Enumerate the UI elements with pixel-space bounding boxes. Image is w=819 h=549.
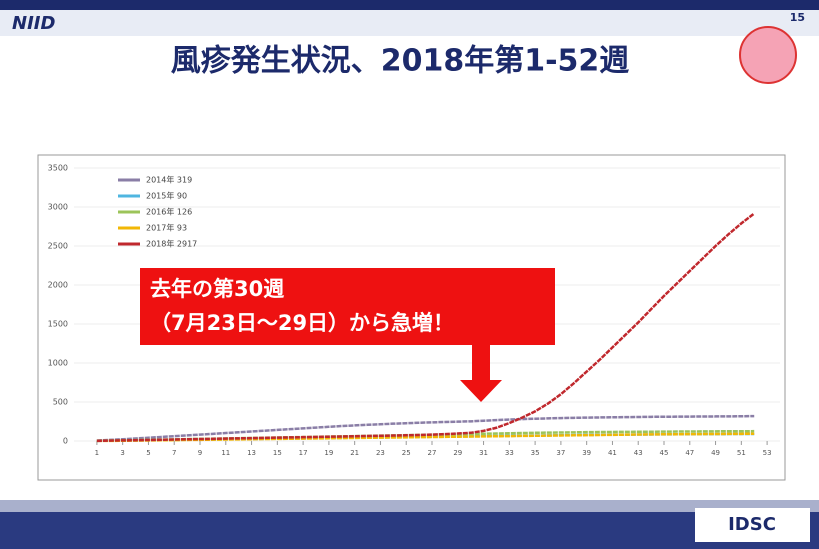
y-tick-label: 500 [53,398,68,407]
x-tick-label: 37 [556,449,565,457]
x-tick-label: 43 [634,449,643,457]
x-tick-label: 25 [402,449,411,457]
top-bar [0,0,819,10]
x-tick-label: 29 [453,449,462,457]
slide-title: 風疹発生状況、2018年第1-52週 [171,44,630,79]
x-tick-label: 5 [146,449,150,457]
x-tick-label: 13 [247,449,256,457]
x-tick-label: 47 [685,449,694,457]
legend-label: 2014年 319 [146,175,192,185]
header-band [0,10,819,36]
logo: NIID [12,13,55,34]
x-tick-label: 33 [505,449,514,457]
x-tick-label: 31 [479,449,488,457]
page-number: 15 [790,11,805,24]
x-tick-label: 17 [299,449,308,457]
x-tick-label: 53 [763,449,772,457]
slide-canvas: NIID 15 風疹発生状況、2018年第1-52週 IDSC 05001000… [0,0,819,549]
x-tick-label: 21 [350,449,359,457]
x-tick-label: 7 [172,449,176,457]
x-tick-label: 11 [221,449,230,457]
y-tick-label: 3500 [48,164,68,173]
x-tick-label: 15 [273,449,282,457]
y-tick-label: 1000 [48,359,68,368]
legend-label: 2016年 126 [146,207,192,217]
x-tick-label: 45 [660,449,669,457]
x-tick-label: 35 [531,449,540,457]
y-tick-label: 0 [63,437,68,446]
legend-label: 2018年 2917 [146,239,197,249]
x-tick-label: 19 [324,449,333,457]
x-tick-label: 3 [120,449,124,457]
footer-logo: IDSC [728,514,776,535]
y-tick-label: 2000 [48,281,68,290]
x-tick-label: 23 [376,449,385,457]
callout-line: 去年の第30週 [150,277,284,301]
x-tick-label: 49 [711,449,720,457]
y-tick-label: 2500 [48,242,68,251]
legend-label: 2017年 93 [146,223,187,233]
x-tick-label: 51 [737,449,746,457]
mascot [740,27,796,83]
x-tick-label: 39 [582,449,591,457]
x-tick-label: 9 [198,449,202,457]
legend-label: 2015年 90 [146,191,187,201]
y-tick-label: 1500 [48,320,68,329]
x-tick-label: 1 [95,449,99,457]
slide: NIID 15 風疹発生状況、2018年第1-52週 IDSC 05001000… [0,0,819,549]
callout-line: （7月23日～29日）から急増！ [150,311,454,335]
y-tick-label: 3000 [48,203,68,212]
x-tick-label: 27 [428,449,437,457]
x-tick-label: 41 [608,449,617,457]
